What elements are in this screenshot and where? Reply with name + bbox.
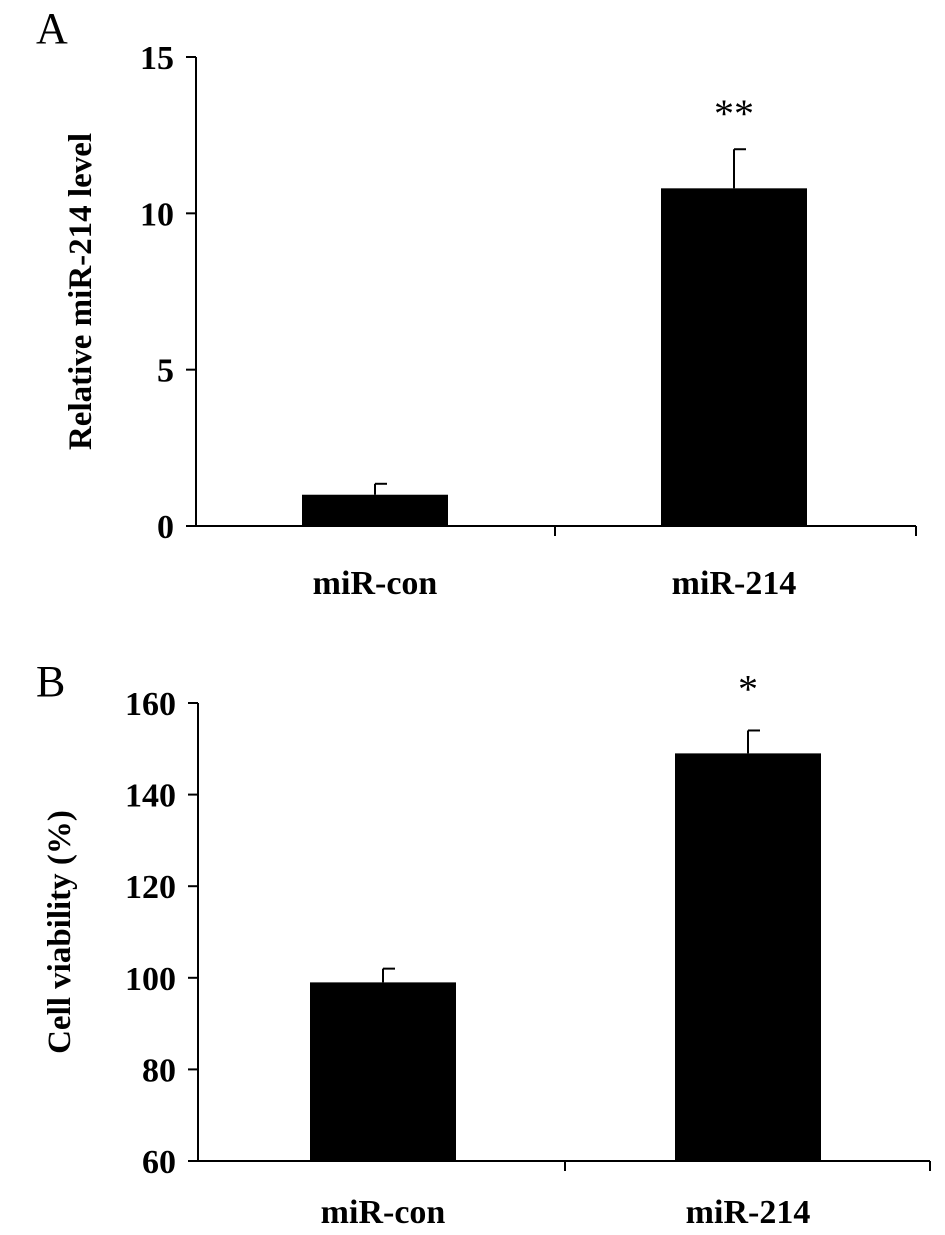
y-axis-title: Relative miR-214 level bbox=[63, 133, 99, 450]
y-axis-title: Cell viability (%) bbox=[42, 810, 78, 1054]
category-label-mir-214: miR-214 bbox=[686, 1194, 811, 1231]
significance-marker: * bbox=[738, 666, 758, 711]
bar-mir-214 bbox=[675, 753, 821, 1161]
y-tick-label: 100 bbox=[125, 961, 176, 998]
category-label-mir-con: miR-con bbox=[313, 565, 438, 602]
y-tick-label: 80 bbox=[142, 1052, 176, 1089]
panel-b: B 60 80 100 120 140 160 Cell viability (%) miR-c… bbox=[36, 657, 931, 1231]
panel-letter: B bbox=[36, 657, 65, 706]
y-tick-label: 120 bbox=[125, 869, 176, 906]
y-tick-label: 160 bbox=[125, 686, 176, 723]
y-tick-label: 10 bbox=[140, 196, 174, 233]
panel-letter: A bbox=[36, 4, 68, 53]
y-tick-label: 15 bbox=[140, 40, 174, 77]
bar-mir-con bbox=[310, 982, 456, 1161]
category-label-mir-con: miR-con bbox=[321, 1194, 446, 1231]
y-tick-label: 140 bbox=[125, 778, 176, 815]
panel-a: A 0 5 10 15 Relative miR-214 level miR-con ** mi… bbox=[36, 4, 917, 602]
bar-mir-214 bbox=[661, 188, 807, 526]
y-tick-label: 60 bbox=[142, 1144, 176, 1181]
y-tick-label: 0 bbox=[157, 509, 174, 546]
significance-marker: ** bbox=[714, 91, 754, 136]
bar-mir-con bbox=[302, 494, 448, 526]
category-label-mir-214: miR-214 bbox=[672, 565, 797, 602]
y-tick-label: 5 bbox=[157, 353, 174, 390]
